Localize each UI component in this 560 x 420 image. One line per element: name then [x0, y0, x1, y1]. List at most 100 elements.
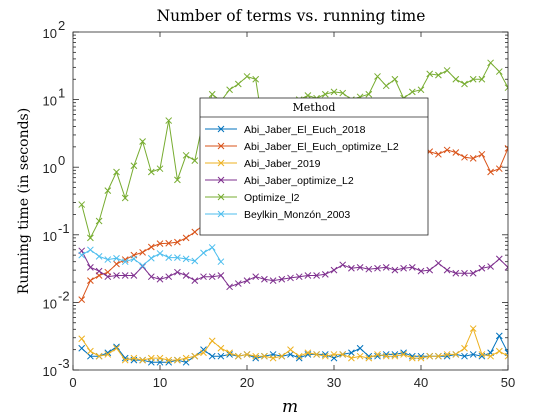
data-point: [139, 356, 146, 364]
data-point: [87, 234, 94, 242]
data-point-stroke: [356, 352, 364, 360]
data-point-stroke: [435, 71, 442, 79]
data-point-stroke: [321, 90, 329, 98]
data-point: [121, 194, 129, 202]
data-point-stroke: [426, 352, 434, 360]
data-point: [87, 277, 94, 284]
data-point-stroke: [478, 150, 486, 158]
data-point: [78, 251, 86, 259]
legend-swatch-marker: [217, 176, 225, 184]
x-tick-label: 20: [240, 375, 254, 390]
data-point: [374, 73, 381, 80]
data-point-stroke: [156, 250, 164, 257]
chart-title: Number of terms vs. running time: [157, 7, 426, 25]
data-point: [304, 351, 312, 358]
y-tick-label-exponent: -2: [58, 288, 70, 303]
data-point: [495, 68, 503, 75]
data-point: [139, 248, 146, 256]
data-point-stroke: [191, 228, 199, 236]
data-point-stroke: [226, 351, 233, 358]
data-point: [321, 270, 329, 278]
data-point: [321, 352, 329, 360]
data-point: [113, 343, 120, 351]
data-point: [504, 145, 508, 152]
data-point-stroke: [495, 255, 503, 263]
legend-swatch-marker: [217, 193, 225, 201]
data-point: [287, 346, 294, 354]
data-point-stroke: [278, 352, 286, 360]
data-point-stroke: [461, 352, 468, 360]
y-tick-label-exponent: -1: [58, 221, 70, 236]
data-point: [408, 263, 416, 271]
legend-title: Method: [293, 101, 336, 114]
data-point-stroke: [226, 86, 233, 94]
data-point: [269, 354, 277, 362]
y-tick-label-base: 10: [43, 161, 57, 176]
data-point: [182, 151, 190, 159]
x-tick-label: 40: [414, 375, 428, 390]
data-point-stroke: [330, 88, 338, 96]
legend-label: Abi_Jaber_El_Euch_2018: [244, 124, 366, 136]
data-point-stroke: [165, 273, 173, 281]
data-point: [78, 344, 86, 352]
axes-box: [72, 31, 509, 371]
data-point-stroke: [443, 146, 451, 154]
legend-swatch-marker: [217, 142, 225, 150]
data-point: [426, 352, 434, 360]
data-point-stroke: [121, 194, 129, 202]
data-point: [113, 254, 120, 262]
data-point: [165, 117, 173, 124]
data-point: [208, 90, 216, 98]
legend-label: Abi_Jaber_2019: [244, 158, 321, 170]
data-point-stroke: [87, 234, 94, 242]
data-point: [495, 165, 503, 173]
data-point-stroke: [382, 82, 390, 90]
data-point-stroke: [95, 252, 103, 260]
data-point: [156, 250, 164, 257]
data-point: [339, 351, 347, 358]
data-point-stroke: [348, 354, 355, 362]
data-point: [443, 67, 451, 74]
data-point: [504, 352, 508, 360]
data-point-stroke: [356, 263, 364, 271]
data-point-stroke: [374, 352, 381, 360]
data-point: [156, 165, 164, 173]
data-point: [182, 234, 190, 242]
data-point: [304, 349, 312, 357]
legend-item: Abi_Jaber_El_Euch_optimize_L2: [205, 141, 399, 153]
y-tick-label-base: 10: [43, 364, 57, 379]
data-point-stroke: [478, 351, 486, 358]
data-point-stroke: [295, 354, 303, 362]
data-point-stroke: [478, 75, 486, 83]
data-point: [426, 266, 434, 274]
data-point: [234, 280, 242, 287]
data-point-stroke: [321, 351, 329, 358]
data-point: [452, 75, 460, 83]
data-point: [339, 261, 347, 269]
data-point: [365, 354, 373, 362]
data-point: [156, 275, 164, 283]
data-point-stroke: [208, 244, 216, 251]
data-point-stroke: [78, 251, 86, 259]
legend-swatch-marker: [217, 159, 225, 167]
data-point: [348, 349, 355, 357]
y-tick-label-exponent: 2: [58, 18, 65, 33]
data-point-stroke: [339, 261, 347, 269]
data-point-stroke: [217, 352, 225, 360]
data-point: [217, 272, 225, 279]
data-point-stroke: [87, 277, 94, 284]
data-point-stroke: [269, 354, 277, 362]
data-point-stroke: [435, 352, 442, 360]
data-point: [365, 265, 373, 273]
data-point-stroke: [139, 356, 146, 364]
legend-item: Abi_Jaber_El_Euch_2018: [205, 124, 366, 136]
data-point: [391, 266, 399, 274]
legend-item: Abi_Jaber_optimize_L2: [205, 175, 354, 187]
data-point-stroke: [287, 346, 294, 354]
data-point-stroke: [304, 92, 312, 99]
data-point-stroke: [443, 266, 451, 274]
data-point: [147, 168, 155, 176]
data-point-stroke: [78, 344, 86, 352]
data-point-stroke: [365, 90, 373, 98]
data-point-stroke: [487, 168, 494, 176]
